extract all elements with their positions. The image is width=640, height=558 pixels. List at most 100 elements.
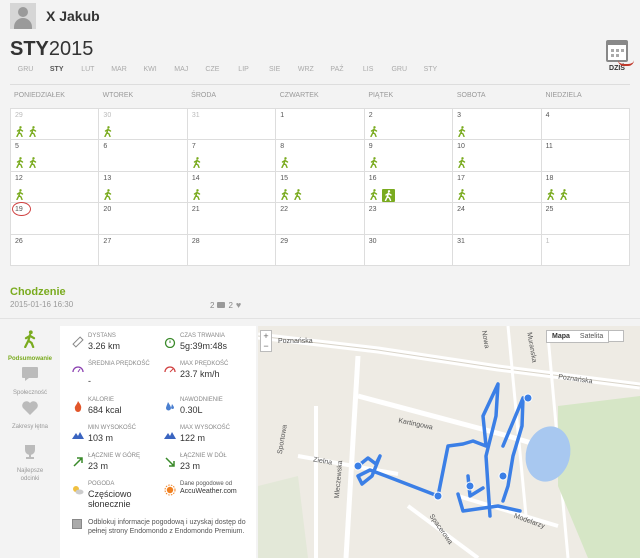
calendar-day[interactable]: 1 (541, 234, 630, 266)
arrow-up-right-icon (73, 457, 83, 467)
nav-community-label: Społeczność (12, 390, 48, 396)
calendar-day[interactable]: 30 (364, 234, 454, 266)
month-tab[interactable]: PAŹ (330, 66, 344, 73)
calendar-day[interactable]: 30 (99, 109, 188, 141)
calendar-day[interactable]: 31 (453, 234, 542, 266)
calendar-day[interactable]: 13 (99, 171, 188, 204)
ruler-icon (72, 336, 84, 348)
month-tab[interactable]: GRU (17, 66, 34, 73)
day-number: 9 (368, 143, 373, 151)
calendar-day[interactable]: 31 (187, 109, 277, 141)
fullscreen-button[interactable] (608, 330, 624, 342)
walking-icon[interactable] (369, 126, 379, 137)
month-tab[interactable]: LIS (362, 66, 374, 73)
calendar-day[interactable]: 12 (11, 171, 100, 204)
walking-icon[interactable] (15, 157, 25, 169)
calendar-day[interactable]: 8 (276, 140, 365, 172)
walking-icon[interactable] (369, 157, 379, 169)
calendar-day[interactable]: 24 (453, 203, 542, 235)
month-tab[interactable]: GRU (391, 66, 408, 73)
stat-avg-speed: ŚREDNIA PRĘDKOŚĆ - (72, 360, 164, 388)
calendar-day[interactable]: 5 (11, 140, 100, 172)
walking-icon[interactable] (280, 157, 290, 169)
activity-name[interactable]: Chodzenie (10, 286, 66, 298)
month-tab[interactable]: KWI (143, 66, 157, 73)
calendar-day[interactable]: 3 (453, 109, 542, 141)
walking-icon[interactable] (192, 188, 202, 200)
calendar-day[interactable]: 18 (541, 171, 630, 204)
stopwatch-icon (164, 337, 176, 348)
walking-icon[interactable] (15, 126, 25, 137)
calendar-day[interactable]: 10 (453, 140, 542, 172)
walking-icon[interactable] (457, 157, 467, 169)
calendar-day[interactable]: 7 (187, 140, 277, 172)
today-button[interactable]: DZIŚ (603, 40, 634, 78)
calendar-day[interactable]: 9 (364, 140, 454, 172)
day-number: 11 (545, 143, 553, 151)
walking-icon[interactable] (381, 188, 395, 202)
day-number: 19 (15, 206, 23, 214)
calendar-day[interactable]: 29 (11, 109, 100, 141)
calendar-day[interactable]: 26 (11, 234, 100, 266)
zoom-in-button[interactable]: + (263, 331, 269, 341)
walking-icon[interactable] (559, 188, 569, 200)
nav-laps[interactable]: Zakresy łętna (0, 400, 60, 431)
map-canvas[interactable] (258, 326, 640, 558)
calendar-day[interactable]: 15 (276, 171, 365, 204)
heart-icon[interactable]: ♥ (235, 300, 242, 310)
user-name[interactable]: X Jakub (46, 8, 100, 24)
month-tab[interactable]: WRZ (297, 66, 314, 73)
zoom-out-button[interactable]: − (263, 341, 269, 351)
nav-best[interactable]: Najlepsze odcinki (0, 444, 60, 483)
day-number: 4 (545, 112, 550, 119)
calendar-day[interactable]: 11 (541, 140, 630, 172)
calendar-day[interactable]: 20 (99, 203, 188, 235)
calendar-day[interactable]: 19 (11, 202, 100, 235)
walking-icon[interactable] (28, 126, 38, 137)
walking-icon[interactable] (103, 188, 113, 200)
nav-community[interactable]: Społeczność (0, 366, 60, 397)
month-tab[interactable]: SIE (269, 66, 281, 73)
calendar-day[interactable]: 27 (99, 234, 188, 266)
month-tab[interactable]: CZE (205, 66, 220, 73)
map-type-map[interactable]: Mapa (552, 333, 570, 340)
walking-icon[interactable] (293, 188, 303, 200)
calendar-day[interactable]: 16 (364, 171, 454, 204)
route-map[interactable]: Poznańska Poznańska Kartingowa Zielna Sp… (258, 326, 640, 558)
walking-icon[interactable] (15, 188, 25, 200)
calendar-day[interactable]: 14 (187, 171, 277, 204)
day-number: 13 (103, 174, 112, 182)
month-tab[interactable]: MAJ (174, 66, 189, 73)
walking-icon[interactable] (546, 188, 556, 200)
month-tab[interactable]: LIP (238, 66, 249, 73)
calendar-day[interactable]: 25 (541, 203, 630, 235)
premium-promo[interactable]: Odblokuj informacje pogodową i uzyskaj d… (72, 518, 252, 536)
month-tab[interactable]: MAR (111, 66, 127, 73)
walking-icon[interactable] (457, 126, 467, 137)
calendar-day[interactable]: 21 (187, 203, 277, 235)
calendar-day[interactable]: 6 (99, 140, 188, 172)
calendar-day[interactable]: 29 (276, 234, 365, 266)
calendar-day[interactable]: 2 (364, 109, 454, 141)
accuweather-link[interactable]: AccuWeather.com (180, 488, 237, 495)
avatar[interactable] (10, 3, 36, 29)
month-tab[interactable]: STY (423, 66, 438, 73)
calendar-day[interactable]: 22 (276, 203, 365, 235)
calendar-day[interactable]: 1 (276, 109, 365, 141)
month-tab[interactable]: LUT (81, 66, 95, 73)
walking-icon[interactable] (192, 157, 202, 169)
calendar-day[interactable]: 17 (453, 171, 542, 204)
map-type-satellite[interactable]: Satelita (579, 333, 604, 340)
walking-icon[interactable] (369, 188, 379, 200)
calendar-day[interactable]: 23 (364, 203, 454, 235)
walking-icon[interactable] (280, 188, 290, 200)
walking-icon[interactable] (28, 157, 38, 169)
calendar-day[interactable]: 28 (187, 234, 277, 266)
calendar-day[interactable]: 4 (541, 109, 630, 141)
month-tab[interactable]: STY (49, 66, 64, 73)
comment-icon[interactable] (217, 302, 226, 308)
walking-icon[interactable] (103, 126, 113, 137)
nav-summary[interactable]: Podsumowanie (0, 330, 60, 363)
stat-min-altitude: MIN WYSOKOŚĆ 103 m (72, 424, 164, 452)
walking-icon[interactable] (457, 188, 467, 200)
